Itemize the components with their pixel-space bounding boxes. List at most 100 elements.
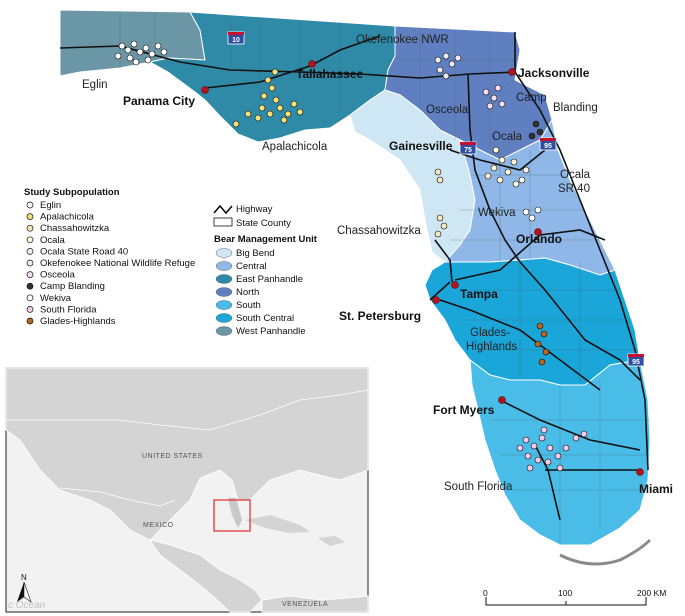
inset-border-mexico	[59, 487, 176, 507]
subpop-legend-label: Eglin	[40, 200, 61, 211]
bmu-legend-swatch	[215, 274, 233, 284]
points-osceola	[482, 84, 506, 110]
florida-keys	[559, 538, 652, 566]
state-county-legend-label: State County	[236, 218, 291, 229]
bmu-legend-label: Central	[236, 261, 267, 272]
bmu-legend-label: South	[236, 300, 261, 311]
inset-ocean: c Ocean	[8, 600, 46, 611]
bmu-big-bend	[349, 89, 476, 263]
north-arrow-icon: N	[17, 573, 32, 603]
jacksonville-marker	[508, 68, 516, 76]
subpop-legend-symbol	[26, 306, 34, 313]
okefenokee-label: Okefenokee NWR	[356, 34, 449, 46]
bmu-legend-label: South Central	[236, 313, 294, 324]
subpop-legend-label: Wekiva	[40, 293, 72, 304]
subpop-legend-symbol	[26, 224, 34, 232]
osceola-label: Osceola	[426, 104, 469, 116]
tallahassee-marker	[308, 60, 316, 68]
subpop-legend-symbol	[26, 236, 34, 244]
bmu-legend-swatch	[215, 287, 233, 297]
wekiva-label: Wekiva	[478, 207, 516, 219]
inset-central-america	[149, 539, 263, 613]
bmu-legend-label: North	[236, 287, 259, 298]
inset-map: UNITED STATES MEXICO VENEZUELA c Ocean N	[5, 367, 369, 613]
subpop-legend-label: Camp Blanding	[40, 281, 105, 292]
points-camp-blanding	[528, 120, 544, 140]
ocala-label: Ocala	[492, 131, 523, 143]
subpop-legend-label: Okefenokee National Wildlife Refuge	[40, 258, 195, 269]
tampa-marker	[451, 281, 459, 289]
apalachicola-label: Apalachicola	[262, 141, 328, 153]
blanding-label: Blanding	[553, 102, 598, 114]
bmu-legend-label: West Panhandle	[236, 326, 306, 337]
subpop-legend: EglinApalachicolaChassahowitzkaOcalaOcal…	[26, 200, 195, 327]
inset-hispaniola	[318, 536, 345, 546]
legend: Study Subpopulation EglinApalachicolaCha…	[24, 187, 318, 337]
subpopulation-points	[114, 40, 588, 472]
bmu-legend-swatch	[215, 261, 233, 271]
glades-label: Glades-	[470, 327, 510, 339]
i95-south-shield: 95	[627, 353, 645, 367]
miami-marker	[636, 468, 644, 476]
subpop-legend-label: Glades-Highlands	[40, 316, 116, 327]
miami-label: Miami	[639, 482, 673, 496]
st-petersburg-marker	[432, 296, 440, 304]
camp-label: Camp	[516, 92, 547, 104]
i95-north-shield: 95	[539, 137, 557, 151]
fort-myers-marker	[498, 396, 506, 404]
eglin-label: Eglin	[82, 79, 108, 91]
inset-venezuela: VENEZUELA	[282, 601, 328, 608]
bmu-legend-swatch	[215, 248, 233, 258]
points-ocala-sr40	[518, 166, 530, 184]
subpop-legend-symbol	[26, 213, 34, 220]
scale-zero: 0	[483, 588, 488, 598]
bmu-legend-swatch	[215, 326, 233, 336]
i95-south-label: 95	[632, 359, 640, 366]
points-south-florida	[516, 426, 588, 472]
state-county-symbol	[213, 217, 233, 227]
subpop-legend-label: Chassahowitzka	[40, 223, 110, 234]
inset-united-states: UNITED STATES	[142, 453, 203, 460]
inset-extent-box	[213, 499, 251, 532]
bmu-legend-swatch	[215, 300, 233, 310]
south-florida-label: South Florida	[444, 481, 513, 493]
inset-border-canada	[6, 389, 369, 431]
subpop-legend-label: Ocala State Road 40	[40, 246, 128, 257]
north-arrow-label: N	[21, 573, 27, 582]
inset-mexico: MEXICO	[143, 522, 174, 529]
bmu-legend-swatch	[215, 313, 233, 323]
points-apalachicola	[232, 68, 304, 128]
points-chassahowitzka	[434, 168, 448, 238]
i10-shield: 10	[227, 31, 245, 45]
scale-bar-line	[485, 597, 647, 606]
orlando-marker	[534, 228, 542, 236]
inset-south-america	[261, 595, 369, 613]
i75-shield: 75	[459, 141, 477, 155]
points-ocala	[484, 146, 520, 188]
bmu-legend-title: Bear Management Unit	[214, 234, 318, 245]
tampa-label: Tampa	[460, 287, 498, 301]
bmu-legend-label: East Panhandle	[236, 274, 303, 285]
chassahowitzka-label: Chassahowitzka	[337, 225, 421, 237]
bmu-legend: Big Bend Central East Panhandle North South S…	[215, 248, 306, 337]
i75-label: 75	[464, 147, 472, 154]
subpop-legend-title: Study Subpopulation	[24, 187, 120, 198]
scale-bar: 0 100 200 KM	[483, 588, 666, 606]
i10-label: 10	[232, 37, 240, 44]
subpop-legend-symbol	[26, 294, 34, 302]
st-petersburg-label: St. Petersburg	[339, 309, 421, 323]
interstate-shields: 10 75 95 95	[227, 31, 645, 367]
subpop-legend-symbol	[26, 248, 34, 255]
gainesville-label: Gainesville	[389, 139, 453, 153]
inset-cuba	[245, 515, 310, 533]
i95-north-label: 95	[544, 143, 552, 150]
bmu-legend-label: Big Bend	[236, 248, 275, 259]
orlando-label: Orlando	[516, 232, 562, 246]
points-glades-highlands	[534, 322, 550, 366]
highway-legend-label: Highway	[236, 204, 273, 215]
subpop-legend-symbol	[26, 259, 34, 267]
tallahassee-label: Tallahassee	[296, 67, 363, 81]
points-eglin	[114, 40, 168, 66]
inset-north-america	[5, 367, 369, 541]
